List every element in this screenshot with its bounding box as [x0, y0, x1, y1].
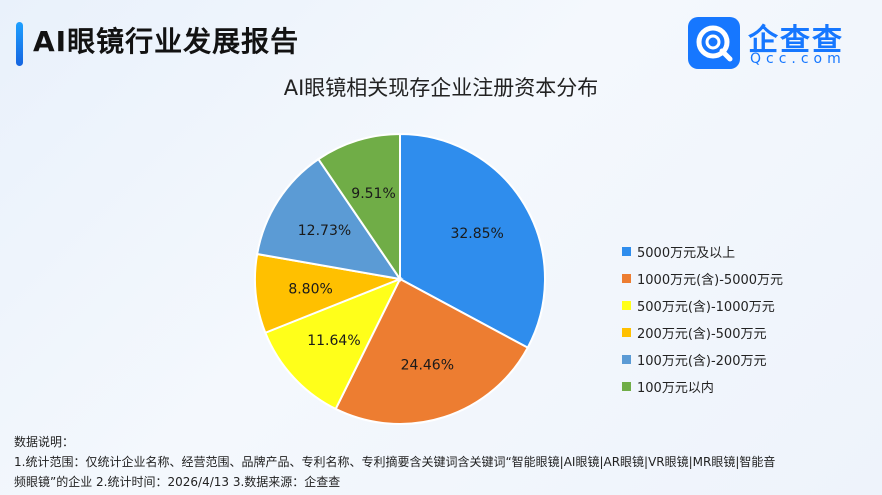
legend-item-1: 1000万元(含)-5000万元	[622, 265, 783, 292]
legend-item-0: 5000万元及以上	[622, 238, 783, 265]
report-title: AI眼镜行业发展报告	[33, 25, 300, 58]
legend-label: 100万元以内	[637, 381, 714, 396]
legend-label: 5000万元及以上	[637, 246, 736, 261]
pie-slice-label-2: 11.64%	[307, 333, 360, 349]
legend-label: 200万元(含)-500万元	[637, 327, 767, 342]
qcc-logo-icon	[688, 17, 740, 69]
pie-slice-4	[256, 157, 403, 281]
logo-name: 企查查	[748, 23, 844, 58]
chart-legend: 5000万元及以上 1000万元(含)-5000万元 500万元(含)-1000万元…	[622, 238, 783, 400]
legend-swatch	[622, 328, 631, 337]
legend-label: 100万元(含)-200万元	[637, 354, 767, 369]
legend-swatch	[622, 247, 631, 256]
legend-swatch	[622, 382, 631, 391]
pie-slice-label-4: 12.73%	[298, 223, 351, 239]
logo-url: Qcc.com	[750, 51, 846, 67]
chart-title: AI眼镜相关现存企业注册资本分布	[283, 76, 599, 100]
pie-slice-2	[264, 277, 403, 411]
legend-item-2: 500万元(含)-1000万元	[622, 292, 783, 319]
qcc-logo: 企查查 Qcc.com	[688, 13, 868, 69]
pie-slice-5	[317, 132, 401, 283]
pie-slice-label-1: 24.46%	[401, 358, 454, 374]
pie-chart: 32.85% 24.46% 11.64% 8.80% 12.73% 9.51%	[254, 132, 546, 425]
notes-line-1: 1.统计范围：仅统计企业名称、经营范围、品牌产品、专利名称、专利摘要含关键词含关…	[14, 455, 776, 469]
legend-swatch	[622, 301, 631, 310]
notes-heading: 数据说明：	[14, 435, 75, 449]
legend-item-3: 200万元(含)-500万元	[622, 319, 783, 346]
pie-slice-label-3: 8.80%	[288, 281, 332, 297]
pie-slice-label-5: 9.51%	[351, 186, 395, 202]
legend-label: 1000万元(含)-5000万元	[637, 273, 784, 288]
legend-swatch	[622, 355, 631, 364]
notes-line-2: 频眼镜”的企业 2.统计时间：2026/4/13 3.数据来源：企查查	[14, 475, 341, 489]
header-accent-bar	[16, 22, 23, 66]
legend-item-5: 100万元以内	[622, 373, 783, 400]
data-notes: 数据说明： 1.统计范围：仅统计企业名称、经营范围、品牌产品、专利名称、专利摘要…	[14, 432, 775, 492]
legend-swatch	[622, 274, 631, 283]
legend-label: 500万元(含)-1000万元	[637, 300, 775, 315]
legend-item-4: 100万元(含)-200万元	[622, 346, 783, 373]
pie-slice-label-0: 32.85%	[450, 226, 503, 242]
pie-slice-1	[334, 277, 530, 425]
pie-slice-0	[399, 132, 546, 350]
